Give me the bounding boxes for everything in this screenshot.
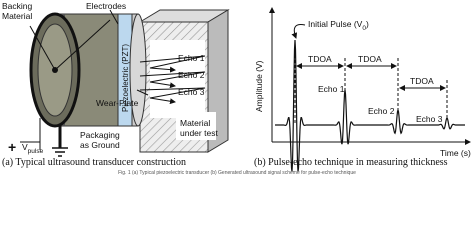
label: as Ground bbox=[80, 140, 120, 150]
caption: (b) Pulse-echo technique in measuring th… bbox=[254, 157, 448, 168]
label: Echo 3 bbox=[178, 87, 205, 97]
label: under test bbox=[180, 128, 218, 138]
label: + bbox=[8, 139, 16, 155]
caption: (a) Typical ultrasound transducer constr… bbox=[2, 157, 186, 168]
label: Echo 1 bbox=[178, 53, 205, 63]
label: Electrodes bbox=[86, 1, 126, 11]
figure: Backing Material Electrodes Piezoelectri… bbox=[2, 1, 471, 176]
label: pulse bbox=[28, 148, 44, 155]
label: Echo 2 bbox=[178, 70, 205, 80]
waveform-plot bbox=[269, 7, 471, 172]
material-block bbox=[138, 9, 230, 153]
label: TDOA bbox=[308, 54, 332, 64]
label: TDOA bbox=[410, 76, 434, 86]
label: Echo 2 bbox=[368, 106, 395, 116]
label: Wear-Plate bbox=[96, 98, 139, 108]
echo-paths bbox=[139, 55, 206, 105]
label: Material bbox=[2, 11, 32, 21]
label: Material bbox=[180, 118, 210, 128]
label: 0 bbox=[362, 25, 366, 32]
label: TDOA bbox=[358, 54, 382, 64]
label: ) bbox=[366, 19, 369, 29]
y-axis-label: Amplitude (V) bbox=[254, 60, 264, 112]
figure-caption: Fig. 1 (a) Typical piezoelectric transdu… bbox=[118, 170, 356, 176]
label: Initial Pulse (V0) bbox=[308, 19, 369, 32]
label: Vpulse bbox=[22, 142, 44, 155]
label: Initial Pulse (V bbox=[308, 19, 363, 29]
waveform bbox=[275, 39, 465, 172]
x-axis-label: Time (s) bbox=[440, 148, 471, 158]
label: Echo 3 bbox=[416, 114, 443, 124]
label: Packaging bbox=[80, 130, 120, 140]
label: V bbox=[22, 142, 28, 152]
transducer bbox=[20, 9, 149, 157]
label: Backing bbox=[2, 1, 33, 11]
label: Piezoelectric (PZT) bbox=[121, 44, 130, 112]
label: Echo 1 bbox=[318, 84, 345, 94]
